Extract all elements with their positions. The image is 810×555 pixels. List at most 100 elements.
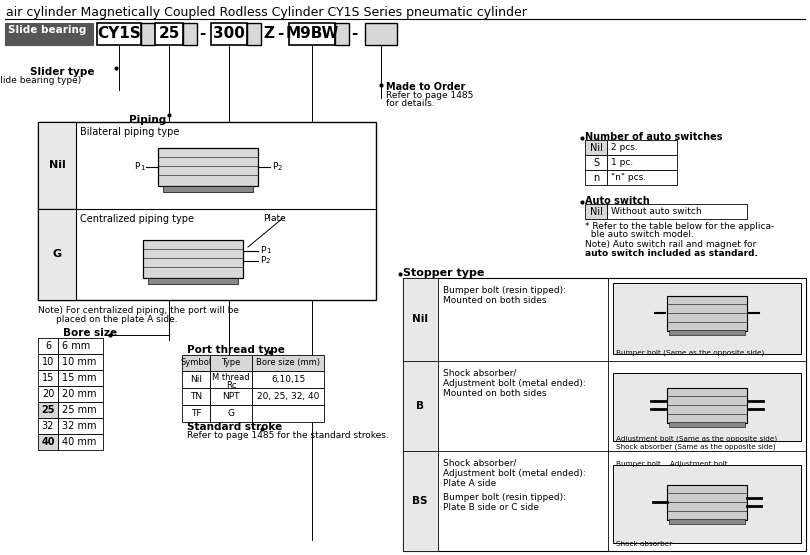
Text: 25: 25 (41, 405, 55, 415)
Text: -: - (277, 26, 284, 41)
Text: Z: Z (263, 26, 274, 41)
Text: Adjustment bolt (Same as the opposite side): Adjustment bolt (Same as the opposite si… (616, 435, 777, 441)
Text: NPT: NPT (222, 392, 240, 401)
Text: 6: 6 (45, 341, 51, 351)
Bar (669, 330, 745, 335)
Text: Nil: Nil (190, 375, 202, 384)
Bar (38, 418, 58, 434)
Text: Refer to page 1485 for the standard strokes.: Refer to page 1485 for the standard stro… (187, 431, 389, 440)
Text: 6,10,15: 6,10,15 (271, 375, 305, 384)
Bar (58, 370, 103, 386)
Text: Mounted on both sides: Mounted on both sides (443, 389, 547, 398)
Text: Stopper type: Stopper type (403, 268, 484, 278)
Bar (403, 278, 438, 361)
Text: S: S (593, 158, 599, 168)
Bar (669, 422, 745, 427)
Text: Nil: Nil (49, 160, 66, 170)
Bar (5, 23, 93, 45)
Bar (289, 23, 335, 45)
Bar (613, 465, 801, 543)
Bar (365, 23, 397, 45)
Text: Mounted on both sides: Mounted on both sides (443, 296, 547, 305)
Text: * Refer to the table below for the applica-: * Refer to the table below for the appli… (585, 222, 774, 231)
Bar (58, 386, 103, 402)
Bar (252, 355, 324, 371)
Text: 20 mm: 20 mm (62, 389, 96, 399)
Text: Shock absorber/: Shock absorber/ (443, 369, 517, 378)
Text: Plate B side or C side: Plate B side or C side (443, 503, 539, 512)
Bar (141, 23, 155, 45)
Bar (210, 355, 252, 371)
Bar (38, 434, 58, 450)
Bar (247, 23, 261, 45)
Bar (38, 338, 58, 354)
Text: P: P (272, 162, 277, 171)
Text: Adjustment bolt (metal ended):: Adjustment bolt (metal ended): (443, 469, 586, 478)
Bar (38, 370, 58, 386)
Bar (148, 278, 238, 284)
Text: Slider type: Slider type (29, 67, 94, 77)
Text: Nil: Nil (590, 143, 603, 153)
Bar (667, 388, 747, 423)
Text: 2 pcs.: 2 pcs. (611, 143, 637, 152)
Text: Auto switch: Auto switch (585, 196, 650, 206)
Bar (58, 354, 103, 370)
Text: G: G (228, 409, 235, 418)
Text: Nil: Nil (590, 207, 603, 217)
Bar (58, 418, 103, 434)
Text: 32 mm: 32 mm (62, 421, 96, 431)
Bar (58, 402, 103, 418)
Text: -: - (351, 26, 357, 41)
Bar (667, 485, 747, 520)
Text: M thread: M thread (212, 373, 249, 382)
Text: Bore size: Bore size (63, 328, 117, 338)
Bar (211, 23, 247, 45)
Text: air cylinder Magnetically Coupled Rodless Cylinder CY1S Series pneumatic cylinde: air cylinder Magnetically Coupled Rodles… (6, 6, 526, 19)
Text: Shock absorber/: Shock absorber/ (443, 459, 517, 468)
Text: Bumper bolt (resin tipped):: Bumper bolt (resin tipped): (443, 493, 566, 502)
Text: 20, 25, 32, 40: 20, 25, 32, 40 (257, 392, 319, 401)
Bar (182, 371, 210, 388)
Bar (403, 451, 438, 551)
Text: Refer to page 1485: Refer to page 1485 (386, 91, 473, 100)
Bar (210, 405, 252, 422)
Text: Symbol: Symbol (181, 358, 211, 367)
Text: Rc: Rc (226, 381, 237, 390)
Text: M9BW: M9BW (285, 26, 339, 41)
Bar (38, 354, 58, 370)
Text: n: n (593, 173, 599, 183)
Bar (607, 155, 677, 170)
Text: 300: 300 (213, 26, 245, 41)
Bar (252, 405, 324, 422)
Text: Shock absorber: Shock absorber (616, 541, 672, 547)
Text: Port thread type: Port thread type (187, 345, 285, 355)
Text: 2: 2 (278, 165, 283, 171)
Bar (38, 209, 76, 300)
Text: Without auto switch: Without auto switch (611, 207, 701, 216)
Bar (182, 405, 210, 422)
Bar (58, 434, 103, 450)
Text: 10 mm: 10 mm (62, 357, 96, 367)
Text: 1: 1 (266, 248, 271, 254)
Text: Standard stroke: Standard stroke (187, 422, 282, 432)
Bar (182, 388, 210, 405)
Text: Note) Auto switch rail and magnet for: Note) Auto switch rail and magnet for (585, 240, 757, 249)
Text: 2: 2 (266, 258, 271, 264)
Bar (252, 388, 324, 405)
Bar (163, 186, 253, 192)
Text: P: P (134, 162, 139, 171)
Bar (210, 371, 252, 388)
Text: -: - (199, 26, 206, 41)
Bar (38, 386, 58, 402)
Bar (252, 371, 324, 388)
Bar (667, 296, 747, 331)
Text: Adjustment bolt (metal ended):: Adjustment bolt (metal ended): (443, 379, 586, 388)
Text: Bore size (mm): Bore size (mm) (256, 358, 320, 367)
Bar (97, 23, 141, 45)
Bar (155, 23, 183, 45)
Text: 15: 15 (42, 373, 54, 383)
Text: Type: Type (221, 358, 241, 367)
Bar (403, 278, 806, 551)
Bar (38, 122, 376, 300)
Bar (182, 355, 210, 371)
